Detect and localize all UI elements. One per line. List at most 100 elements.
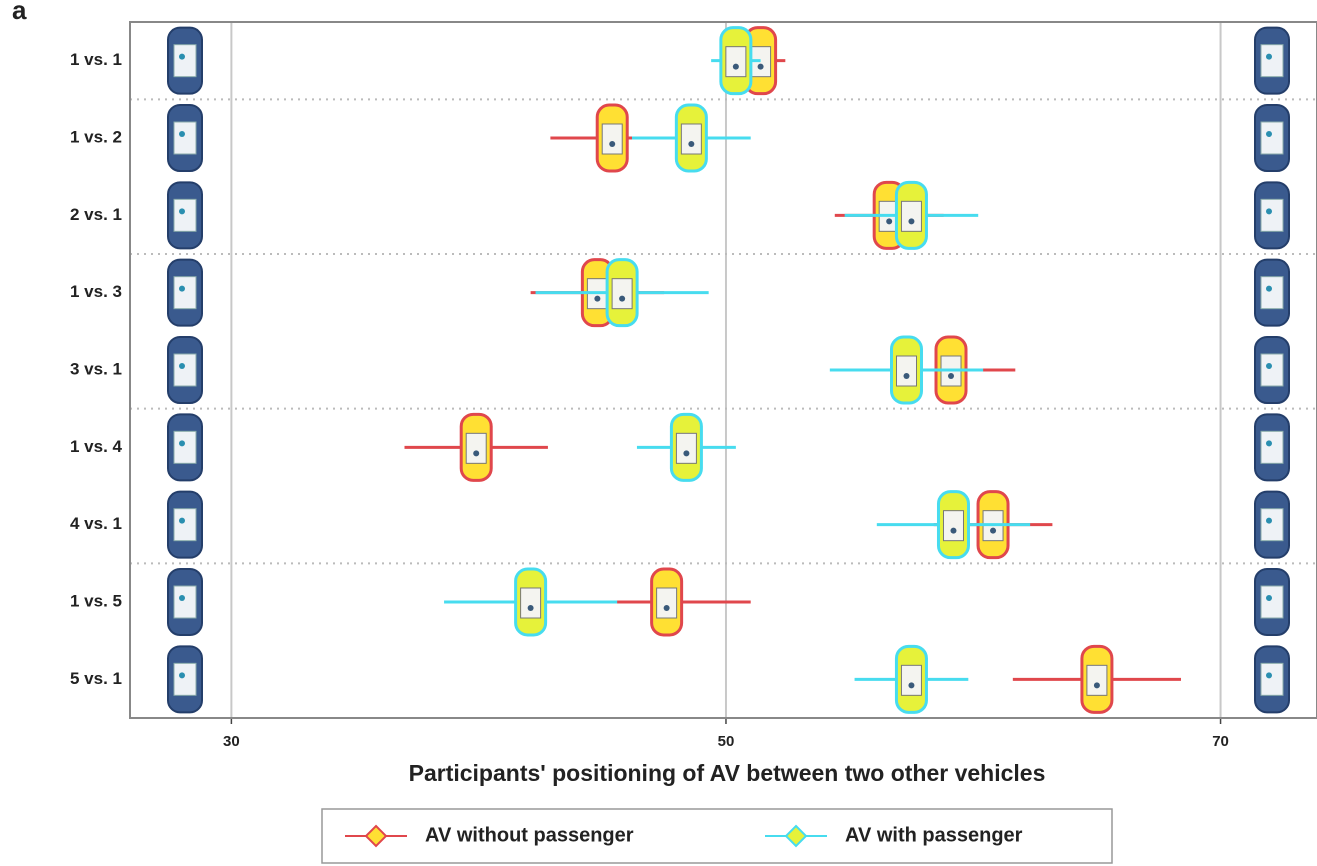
vehicle-detail [1266, 672, 1272, 678]
av-window [726, 47, 746, 77]
vehicle-window [174, 586, 196, 618]
av-marker [597, 105, 627, 171]
vehicle-detail [179, 131, 185, 137]
reference-vehicle [1255, 182, 1289, 248]
vehicle-detail [179, 208, 185, 214]
av-window [521, 588, 541, 618]
vehicle-detail [1266, 131, 1272, 137]
vehicle-window [174, 45, 196, 77]
reference-vehicle [1255, 260, 1289, 326]
vehicle-window [1261, 277, 1283, 309]
av-window [676, 433, 696, 463]
plot-background [130, 22, 1317, 718]
vehicle-detail [179, 363, 185, 369]
vehicle-window [174, 277, 196, 309]
vehicle-window [1261, 122, 1283, 154]
av-window [1087, 665, 1107, 695]
reference-vehicle [1255, 105, 1289, 171]
av-window [612, 279, 632, 309]
y-tick-label: 1 vs. 1 [70, 50, 122, 69]
reference-vehicle [168, 28, 202, 94]
av-detail [683, 450, 689, 456]
av-marker [461, 414, 491, 480]
x-tick-label: 70 [1212, 733, 1229, 750]
reference-vehicle [1255, 492, 1289, 558]
vehicle-window [174, 663, 196, 695]
av-marker [896, 646, 926, 712]
av-marker [676, 105, 706, 171]
x-tick-label: 50 [718, 733, 735, 750]
chart: a Participants' positioning of AV betwee… [0, 0, 1317, 866]
vehicle-window [1261, 45, 1283, 77]
vehicle-detail [1266, 54, 1272, 60]
vehicle-detail [1266, 518, 1272, 524]
reference-vehicle [168, 337, 202, 403]
av-detail [908, 218, 914, 224]
av-detail [758, 64, 764, 70]
av-marker [607, 260, 637, 326]
av-detail [733, 64, 739, 70]
vehicle-detail [179, 440, 185, 446]
vehicle-detail [179, 286, 185, 292]
reference-vehicle [168, 105, 202, 171]
av-window [657, 588, 677, 618]
reference-vehicle [1255, 569, 1289, 635]
av-detail [990, 528, 996, 534]
legend-label: AV with passenger [845, 824, 1023, 846]
av-window [681, 124, 701, 154]
av-detail [903, 373, 909, 379]
vehicle-detail [1266, 208, 1272, 214]
y-tick-label: 3 vs. 1 [70, 359, 122, 378]
av-detail [948, 373, 954, 379]
reference-vehicle [1255, 337, 1289, 403]
av-marker [891, 337, 921, 403]
av-detail [594, 296, 600, 302]
vehicle-detail [1266, 440, 1272, 446]
x-axis-title: Participants' positioning of AV between … [409, 760, 1046, 786]
reference-vehicle [1255, 28, 1289, 94]
av-marker [938, 492, 968, 558]
vehicle-window [1261, 509, 1283, 541]
av-marker [896, 182, 926, 248]
reference-vehicle [168, 260, 202, 326]
vehicle-window [174, 509, 196, 541]
x-tick-label: 30 [223, 733, 240, 750]
reference-vehicle [1255, 414, 1289, 480]
vehicle-detail [179, 672, 185, 678]
reference-vehicle [168, 646, 202, 712]
av-detail [528, 605, 534, 611]
y-tick-label: 1 vs. 5 [70, 591, 122, 610]
av-detail [950, 528, 956, 534]
vehicle-window [1261, 354, 1283, 386]
legend-label: AV without passenger [425, 824, 634, 846]
y-tick-label: 1 vs. 3 [70, 282, 122, 301]
y-tick-label: 4 vs. 1 [70, 514, 122, 533]
av-marker [671, 414, 701, 480]
av-detail [619, 296, 625, 302]
av-window [901, 201, 921, 231]
vehicle-detail [1266, 363, 1272, 369]
av-detail [688, 141, 694, 147]
av-window [602, 124, 622, 154]
av-detail [609, 141, 615, 147]
av-marker [516, 569, 546, 635]
vehicle-window [1261, 586, 1283, 618]
av-marker [721, 28, 751, 94]
y-tick-label: 2 vs. 1 [70, 205, 122, 224]
vehicle-detail [1266, 286, 1272, 292]
reference-vehicle [168, 414, 202, 480]
y-tick-label: 1 vs. 2 [70, 127, 122, 146]
vehicle-window [174, 199, 196, 231]
av-marker [652, 569, 682, 635]
y-tick-label: 1 vs. 4 [70, 437, 123, 456]
av-window [943, 511, 963, 541]
av-detail [886, 218, 892, 224]
av-marker [1082, 646, 1112, 712]
av-detail [908, 682, 914, 688]
vehicle-window [1261, 431, 1283, 463]
vehicle-window [1261, 663, 1283, 695]
reference-vehicle [1255, 646, 1289, 712]
vehicle-window [174, 354, 196, 386]
vehicle-detail [1266, 595, 1272, 601]
vehicle-detail [179, 54, 185, 60]
